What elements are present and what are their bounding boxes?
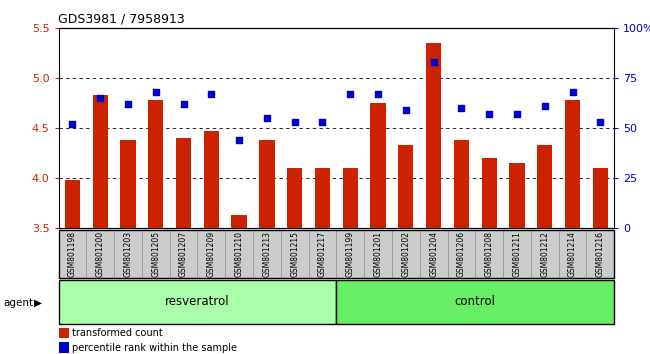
Point <box>262 115 272 121</box>
Bar <box>65 180 80 228</box>
Bar <box>120 140 136 228</box>
Bar <box>315 169 330 228</box>
Point <box>484 112 495 117</box>
Text: GSM801206: GSM801206 <box>457 231 466 277</box>
Text: agent: agent <box>3 298 33 308</box>
Bar <box>58 230 86 278</box>
Text: GSM801214: GSM801214 <box>568 231 577 277</box>
Bar <box>259 140 274 228</box>
Point <box>345 91 356 97</box>
Bar <box>176 138 191 228</box>
Bar <box>198 230 225 278</box>
Bar <box>142 230 170 278</box>
Point <box>67 121 77 127</box>
Text: GSM801209: GSM801209 <box>207 231 216 277</box>
Bar <box>58 280 337 324</box>
Point <box>456 105 467 111</box>
Point <box>289 120 300 125</box>
Bar <box>420 230 447 278</box>
Bar <box>510 163 525 228</box>
Point <box>540 103 550 109</box>
Point <box>206 91 216 97</box>
Bar <box>253 230 281 278</box>
Text: GSM801215: GSM801215 <box>290 231 299 277</box>
Point <box>567 90 578 95</box>
Bar <box>447 230 475 278</box>
Text: GSM801213: GSM801213 <box>263 231 272 277</box>
Bar <box>426 43 441 228</box>
Bar <box>586 230 614 278</box>
Point <box>123 102 133 107</box>
Bar <box>565 100 580 228</box>
Text: GSM801212: GSM801212 <box>540 231 549 277</box>
Bar <box>148 100 163 228</box>
Point <box>95 96 105 101</box>
Point <box>428 59 439 65</box>
Bar <box>287 169 302 228</box>
Bar <box>503 230 531 278</box>
Text: GSM801199: GSM801199 <box>346 231 355 277</box>
Bar <box>281 230 309 278</box>
Bar <box>482 158 497 228</box>
Text: ▶: ▶ <box>34 298 42 308</box>
Text: resveratrol: resveratrol <box>165 295 229 308</box>
Text: GSM801202: GSM801202 <box>401 231 410 277</box>
Text: GSM801210: GSM801210 <box>235 231 244 277</box>
Bar <box>364 230 392 278</box>
Text: GSM801217: GSM801217 <box>318 231 327 277</box>
Text: GSM801203: GSM801203 <box>124 231 133 277</box>
Text: GSM801207: GSM801207 <box>179 231 188 277</box>
Text: control: control <box>455 295 496 308</box>
Bar <box>337 280 614 324</box>
Bar <box>203 131 219 228</box>
Bar <box>392 230 420 278</box>
Bar <box>226 230 253 278</box>
Text: GSM801198: GSM801198 <box>68 231 77 277</box>
Text: GDS3981 / 7958913: GDS3981 / 7958913 <box>58 12 185 25</box>
Point <box>317 120 328 125</box>
Point <box>178 102 188 107</box>
Text: GSM801205: GSM801205 <box>151 231 161 277</box>
Bar <box>92 95 108 228</box>
Bar <box>309 230 337 278</box>
Bar <box>58 328 68 338</box>
Bar <box>58 342 68 353</box>
Text: GSM801216: GSM801216 <box>596 231 605 277</box>
Bar <box>558 230 586 278</box>
Bar <box>370 103 385 228</box>
Bar <box>86 230 114 278</box>
Bar <box>337 230 364 278</box>
Bar <box>398 145 413 228</box>
Point <box>400 108 411 113</box>
Bar <box>593 169 608 228</box>
Bar <box>475 230 503 278</box>
Bar <box>170 230 198 278</box>
Bar <box>114 230 142 278</box>
Point <box>512 112 522 117</box>
Bar <box>537 145 552 228</box>
Bar <box>231 215 247 228</box>
Text: transformed count: transformed count <box>72 328 163 338</box>
Point <box>373 91 384 97</box>
Point <box>234 137 244 143</box>
Text: GSM801204: GSM801204 <box>429 231 438 277</box>
Bar <box>531 230 559 278</box>
Point <box>151 90 161 95</box>
Text: GSM801211: GSM801211 <box>512 231 521 277</box>
Text: GSM801208: GSM801208 <box>485 231 494 277</box>
Text: GSM801201: GSM801201 <box>374 231 383 277</box>
Point <box>595 120 606 125</box>
Bar <box>454 140 469 228</box>
Text: GSM801200: GSM801200 <box>96 231 105 277</box>
Text: percentile rank within the sample: percentile rank within the sample <box>72 343 237 353</box>
Bar <box>343 169 358 228</box>
